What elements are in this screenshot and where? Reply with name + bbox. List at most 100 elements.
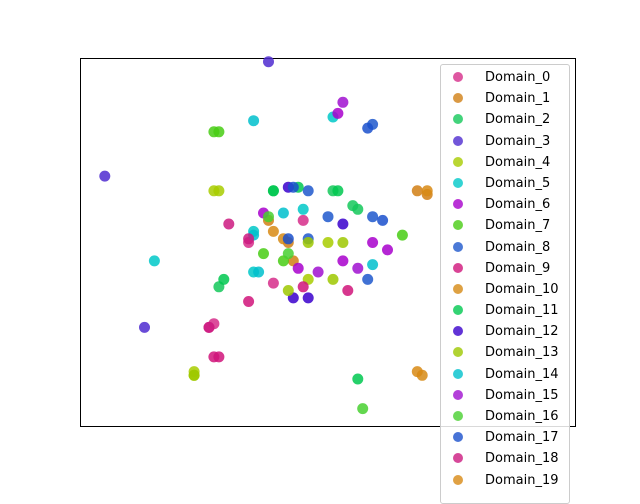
scatter-point (342, 285, 354, 296)
legend-label: Domain_14 (485, 366, 559, 382)
scatter-point (411, 185, 423, 197)
legend-marker (453, 326, 463, 337)
scatter-point (302, 237, 314, 248)
legend-item: Domain_13 (441, 342, 569, 363)
legend-label: Domain_5 (485, 175, 551, 191)
legend-marker (453, 453, 463, 464)
legend-label: Domain_8 (485, 239, 551, 255)
legend-label: Domain_11 (485, 303, 559, 319)
scatter-point (297, 214, 309, 226)
legend-item: Domain_18 (441, 448, 569, 469)
scatter-point (282, 248, 294, 260)
scatter-point (352, 373, 364, 385)
scatter-point (292, 262, 304, 274)
legend-label: Domain_19 (485, 472, 559, 488)
legend-marker (453, 199, 463, 210)
scatter-point (282, 233, 294, 245)
legend-label: Domain_16 (485, 409, 559, 424)
legend-label: Domain_18 (485, 451, 559, 467)
scatter-point (99, 170, 111, 182)
scatter-point (312, 266, 324, 278)
scatter-point (337, 255, 349, 267)
scatter-point (302, 185, 314, 197)
legend-item: Domain_1 (441, 88, 569, 109)
scatter-point (139, 321, 150, 333)
legend-item: Domain_5 (441, 173, 569, 194)
legend-label: Domain_3 (485, 133, 551, 149)
scatter-point (382, 244, 393, 256)
legend-item: Domain_7 (441, 215, 569, 236)
legend-marker (453, 135, 463, 146)
legend-label: Domain_12 (485, 324, 559, 340)
scatter-point (282, 285, 294, 296)
scatter-point (203, 321, 215, 333)
legend-item: Domain_10 (441, 279, 569, 300)
scatter-point (148, 255, 160, 267)
scatter-point (337, 218, 349, 230)
scatter-point (263, 56, 274, 68)
scatter-point (322, 237, 334, 248)
scatter-point (377, 214, 389, 226)
legend-item: Domain_6 (441, 194, 569, 215)
scatter-point (362, 273, 374, 285)
scatter-point (267, 185, 279, 197)
scatter-point (263, 211, 274, 223)
legend-marker (453, 93, 463, 104)
scatter-point (367, 259, 379, 271)
scatter-point (327, 273, 339, 285)
scatter-point (421, 185, 433, 197)
legend-marker (453, 177, 463, 188)
legend-label: Domain_6 (485, 197, 551, 213)
legend-item: Domain_9 (441, 258, 569, 279)
scatter-point (253, 266, 265, 278)
legend-marker (453, 368, 463, 379)
scatter-point (396, 229, 408, 241)
legend-item: Domain_0 (441, 67, 569, 88)
legend-marker (453, 262, 463, 273)
legend-label: Domain_7 (485, 218, 551, 234)
scatter-point (243, 296, 255, 307)
scatter-point (223, 218, 235, 230)
scatter-point (362, 122, 374, 134)
legend-marker (453, 283, 463, 294)
legend-item: Domain_14 (441, 364, 569, 385)
legend: Domain_0 Domain_1 Domain_2 Domain_3 Domain_4… (440, 64, 570, 504)
scatter-point (188, 369, 200, 381)
scatter-point (248, 115, 260, 127)
scatter-point (322, 211, 334, 223)
legend-marker (453, 389, 463, 400)
legend-label: Domain_17 (485, 430, 559, 446)
legend-marker (453, 156, 463, 167)
scatter-point (332, 185, 344, 197)
scatter-point (332, 107, 344, 119)
legend-item: Domain_17 (441, 427, 569, 448)
legend-label: Domain_13 (485, 345, 559, 361)
scatter-point (267, 277, 279, 289)
legend-label: Domain_2 (485, 112, 551, 128)
scatter-point (218, 273, 230, 285)
legend-marker (453, 432, 463, 443)
scatter-point (337, 96, 349, 108)
legend-label: Domain_10 (485, 281, 559, 297)
legend-marker (453, 220, 463, 231)
legend-marker (453, 72, 463, 82)
scatter-point (267, 225, 279, 237)
scatter-point (297, 203, 309, 215)
legend-marker (453, 305, 463, 316)
scatter-point (243, 233, 255, 245)
scatter-point (367, 211, 379, 223)
scatter-point (337, 237, 349, 248)
legend-item: Domain_19 (441, 470, 569, 491)
legend-item: Domain_4 (441, 152, 569, 173)
scatter-point (213, 185, 225, 197)
scatter-point (357, 403, 369, 415)
legend-label: Domain_9 (485, 260, 551, 276)
scatter-chart (99, 56, 433, 415)
scatter-point (258, 248, 269, 260)
legend-label: Domain_1 (485, 91, 551, 107)
scatter-point (213, 126, 225, 138)
scatter-point (352, 203, 364, 215)
scatter-point (213, 351, 225, 363)
scatter-point (352, 262, 364, 274)
legend-marker (453, 411, 463, 421)
